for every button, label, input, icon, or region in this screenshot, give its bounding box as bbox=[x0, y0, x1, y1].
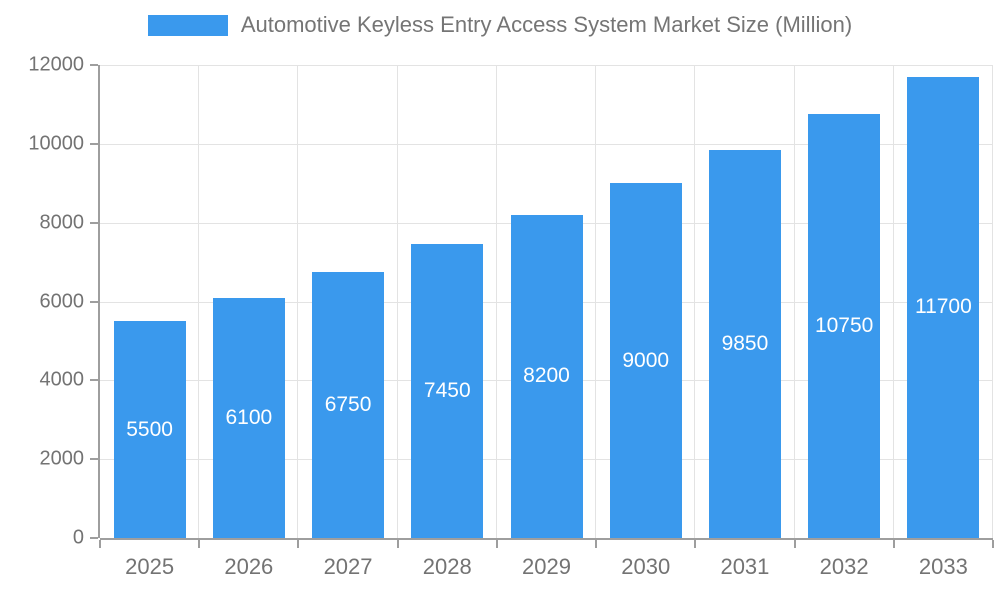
legend-label: Automotive Keyless Entry Access System M… bbox=[240, 12, 853, 37]
bar[interactable]: 11700 bbox=[907, 76, 980, 538]
y-axis-tick bbox=[90, 64, 98, 66]
x-axis-tick-label: 2028 bbox=[422, 554, 472, 579]
x-axis-tick-label: 2026 bbox=[224, 554, 274, 579]
gridline-vertical bbox=[793, 65, 795, 538]
y-axis-tick-label: 8000 bbox=[39, 211, 85, 234]
y-axis-tick-label: 0 bbox=[72, 526, 84, 549]
bar[interactable]: 6100 bbox=[212, 297, 285, 538]
x-axis-tick-label: 2030 bbox=[621, 554, 671, 579]
bar-value-label: 9850 bbox=[721, 331, 769, 355]
bar-value-label: 11700 bbox=[914, 295, 972, 319]
y-axis-tick bbox=[90, 379, 98, 382]
x-axis-tick-label: 2032 bbox=[819, 554, 869, 579]
y-axis-tick bbox=[90, 537, 98, 539]
x-axis-tick bbox=[892, 540, 895, 548]
x-axis-tick bbox=[396, 540, 399, 548]
x-axis-tick-label: 2025 bbox=[125, 554, 175, 579]
bar[interactable]: 9000 bbox=[609, 183, 682, 538]
x-axis-tick bbox=[99, 540, 101, 548]
x-axis-tick-label: 2027 bbox=[323, 554, 373, 579]
bar[interactable]: 5500 bbox=[113, 321, 186, 538]
x-axis-tick bbox=[992, 540, 994, 548]
gridline-vertical bbox=[694, 65, 696, 538]
y-axis-tick bbox=[90, 300, 98, 303]
bar-value-label: 10750 bbox=[814, 314, 874, 338]
x-axis-tick-label: 2033 bbox=[918, 554, 968, 579]
gridline-vertical bbox=[892, 65, 894, 538]
y-axis-tick-label: 10000 bbox=[28, 132, 84, 155]
bar[interactable]: 9850 bbox=[708, 149, 781, 538]
x-axis-tick bbox=[793, 540, 796, 548]
gridline-vertical bbox=[297, 65, 299, 538]
gridline-vertical bbox=[198, 65, 200, 538]
bar-value-label: 6100 bbox=[225, 405, 273, 429]
bar[interactable]: 7450 bbox=[411, 244, 484, 538]
gridline-horizontal bbox=[100, 65, 993, 66]
bar-value-label: 5500 bbox=[126, 417, 173, 441]
bar-value-label: 9000 bbox=[622, 348, 670, 372]
x-axis-tick bbox=[694, 540, 697, 548]
y-axis-tick-label: 12000 bbox=[28, 53, 84, 76]
x-axis-tick-label: 2029 bbox=[522, 554, 571, 579]
plot-area: 0 2000 4000 6000 8000 10000 12000 2025 2026 2027 2… bbox=[28, 54, 994, 579]
bar-value-label: 8200 bbox=[523, 364, 570, 388]
x-axis-tick bbox=[495, 540, 498, 548]
x-axis-line bbox=[100, 538, 993, 540]
y-axis-tick bbox=[90, 142, 98, 145]
bar[interactable]: 6750 bbox=[312, 271, 385, 538]
bar-value-label: 6750 bbox=[324, 392, 372, 416]
bar[interactable]: 8200 bbox=[510, 214, 583, 538]
legend: Automotive Keyless Entry Access System M… bbox=[0, 12, 1000, 38]
legend-swatch-icon bbox=[147, 14, 228, 36]
gridline-horizontal bbox=[100, 143, 993, 145]
x-axis-tick bbox=[297, 540, 300, 548]
x-axis-tick bbox=[595, 540, 598, 548]
y-axis-tick bbox=[90, 458, 98, 461]
x-axis-tick bbox=[198, 540, 201, 548]
y-axis-line bbox=[98, 65, 100, 538]
gridline-vertical bbox=[595, 65, 597, 538]
gridline-vertical bbox=[495, 65, 497, 538]
y-axis-tick bbox=[90, 221, 98, 224]
y-axis-tick-label: 4000 bbox=[39, 368, 85, 391]
y-axis-tick-label: 2000 bbox=[39, 447, 85, 470]
y-axis-tick-label: 6000 bbox=[39, 290, 85, 312]
bar[interactable]: 10750 bbox=[808, 114, 881, 538]
legend-item[interactable]: Automotive Keyless Entry Access System M… bbox=[147, 12, 853, 38]
gridline-vertical bbox=[396, 65, 398, 538]
x-axis-tick-label: 2031 bbox=[720, 554, 770, 579]
bar-value-label: 7450 bbox=[423, 379, 471, 403]
gridline-vertical bbox=[992, 65, 993, 538]
